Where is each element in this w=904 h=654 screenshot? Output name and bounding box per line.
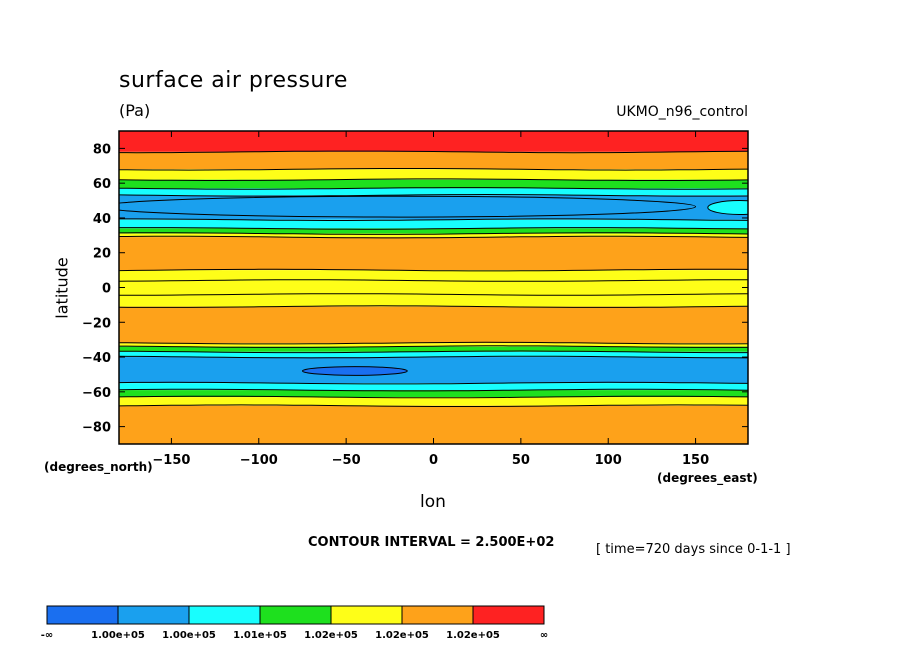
contour-band (119, 357, 748, 384)
contour-band (119, 270, 748, 281)
y-tick-label: 60 (93, 177, 111, 192)
colorbar-swatch (188, 605, 261, 625)
contour-band (119, 188, 748, 196)
colorbar-label: 1.00e+05 (91, 630, 145, 641)
y-tick-label: 40 (93, 212, 111, 227)
contour-line (119, 355, 748, 359)
contour-band (119, 346, 748, 352)
contour-blob (301, 366, 408, 376)
contour-line (119, 150, 748, 154)
contour-line (119, 388, 748, 392)
y-tick-label: −60 (82, 386, 111, 401)
contour-blob (707, 200, 748, 215)
y-tick-label: −80 (82, 421, 111, 436)
colorbar-swatch (472, 605, 545, 625)
colorbar-label: ∞ (540, 630, 548, 641)
contour-line (119, 232, 748, 235)
x-axis-units: (degrees_east) (657, 471, 758, 485)
x-tick-label: 0 (429, 453, 438, 468)
colorbar-swatch (46, 605, 119, 625)
contour-line (119, 350, 748, 354)
contour-band (119, 306, 748, 344)
contour-line (119, 305, 748, 308)
y-tick-label: 20 (93, 247, 111, 262)
contour-line (119, 279, 748, 282)
x-tick-label: 150 (682, 453, 709, 468)
contour-band (119, 131, 748, 152)
contour-band (119, 343, 748, 347)
contour-line (119, 187, 748, 190)
contour-band (119, 405, 748, 444)
chart-units: (Pa) (119, 101, 151, 120)
colorbar-swatch (117, 605, 190, 625)
colorbar-label: -∞ (41, 630, 53, 641)
contour-line (119, 193, 748, 197)
contour-line (119, 341, 748, 345)
contour-line (119, 381, 748, 385)
contour-line (119, 395, 748, 399)
contour-band (119, 233, 748, 238)
contour-band (119, 397, 748, 406)
chart-title: surface air pressure (119, 68, 348, 93)
y-tick-label: −20 (82, 316, 111, 331)
x-axis-label: lon (420, 492, 446, 512)
contour-band (119, 179, 748, 189)
contour-line (119, 293, 748, 296)
contour-band (119, 280, 748, 307)
model-label: UKMO_n96_control (616, 104, 748, 120)
colorbar-label: 1.02e+05 (446, 630, 500, 641)
contour-band (119, 237, 748, 271)
contour-band (119, 228, 748, 234)
contour-line (119, 168, 748, 171)
contour-interval-label: CONTOUR INTERVAL = 2.500E+02 (308, 535, 555, 550)
contour-band (119, 151, 748, 170)
contour-line (119, 178, 748, 181)
colorbar-label: 1.02e+05 (375, 630, 429, 641)
y-tick-label: −40 (82, 351, 111, 366)
contour-line (119, 218, 748, 221)
x-tick-label: −100 (240, 453, 278, 468)
x-tick-label: −50 (332, 453, 361, 468)
contour-band (119, 169, 748, 180)
x-tick-label: 50 (512, 453, 530, 468)
contour-band (119, 351, 748, 358)
contour-band (119, 383, 748, 391)
colorbar-swatch (330, 605, 403, 625)
contour-line (119, 227, 748, 230)
y-tick-label: 80 (93, 142, 111, 157)
colorbar-label: 1.01e+05 (233, 630, 287, 641)
y-tick-label: 0 (102, 282, 111, 297)
x-tick-label: −150 (152, 453, 190, 468)
x-tick-label: 100 (595, 453, 622, 468)
contour-line (119, 268, 748, 272)
contour-band (119, 219, 748, 229)
contour-band (119, 390, 748, 398)
contour-line (119, 404, 748, 407)
colorbar-label: 1.02e+05 (304, 630, 358, 641)
colorbar-swatch (259, 605, 332, 625)
time-label: [ time=720 days since 0-1-1 ] (596, 542, 791, 557)
colorbar-label: 1.00e+05 (162, 630, 216, 641)
colorbar-swatch (401, 605, 474, 625)
contour-line (119, 235, 748, 239)
contour-blob (119, 195, 696, 218)
y-axis-units: (degrees_north) (44, 460, 153, 474)
contour-line (119, 345, 748, 348)
